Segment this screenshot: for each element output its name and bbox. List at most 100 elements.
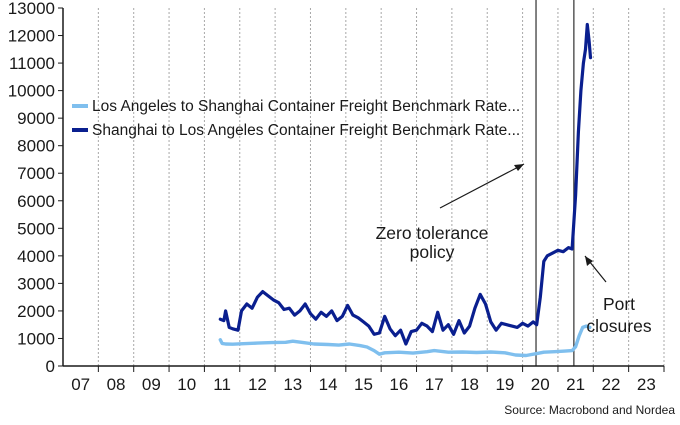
point-shanghai-to-la-58 — [516, 326, 518, 329]
series-line-shanghai-to-la — [218, 22, 593, 346]
point-shanghai-to-la-6 — [240, 310, 243, 312]
point-shanghai-to-la-8 — [251, 307, 253, 309]
x-tick-label-22: 22 — [602, 375, 621, 394]
point-shanghai-to-la-72 — [577, 131, 580, 133]
point-shanghai-to-la-56 — [506, 324, 508, 326]
point-shanghai-to-la-69 — [567, 246, 570, 249]
point-shanghai-to-la-50 — [474, 307, 476, 309]
point-shanghai-to-la-53 — [490, 321, 492, 323]
point-la-to-shanghai-22 — [433, 349, 435, 352]
point-shanghai-to-la-75 — [584, 48, 587, 50]
axes — [62, 8, 664, 367]
point-shanghai-to-la-30 — [368, 325, 370, 327]
point-shanghai-to-la-3 — [228, 326, 230, 329]
point-shanghai-to-la-60 — [527, 325, 529, 327]
x-tick-label-09: 09 — [142, 375, 161, 394]
point-shanghai-to-la-21 — [320, 311, 322, 313]
point-shanghai-to-la-71 — [575, 194, 577, 196]
y-tick-label-11000: 11000 — [9, 54, 55, 73]
point-la-to-shanghai-32 — [553, 351, 556, 353]
y-tick-label-2000: 2000 — [17, 302, 55, 321]
point-shanghai-to-la-47 — [458, 319, 460, 322]
x-tick-label-18: 18 — [460, 375, 479, 394]
point-shanghai-to-la-74 — [582, 62, 584, 64]
x-tick-labels: 07 08 09 10 11 12 13 14 15 16 17 18 19 20 21 22 23 — [71, 366, 665, 394]
x-tick-label-17: 17 — [425, 375, 444, 394]
point-shanghai-to-la-24 — [336, 319, 338, 322]
point-la-to-shanghai-15 — [366, 346, 368, 348]
x-tick-label-20: 20 — [531, 375, 550, 394]
y-tick-label-3000: 3000 — [17, 274, 55, 293]
point-shanghai-to-la-77 — [588, 40, 590, 42]
point-shanghai-to-la-38 — [410, 330, 412, 333]
source-note: Source: Macrobond and Nordea — [504, 403, 675, 417]
x-tick-label-14: 14 — [319, 375, 338, 394]
point-la-to-shanghai-27 — [504, 352, 506, 354]
point-shanghai-to-la-28 — [357, 317, 359, 319]
point-shanghai-to-la-7 — [246, 303, 248, 305]
point-shanghai-to-la-59 — [521, 322, 524, 324]
y-tick-label-10000: 10000 — [8, 82, 55, 101]
point-la-to-shanghai-8 — [292, 340, 294, 342]
point-la-to-shanghai-35 — [575, 346, 577, 348]
point-la-to-shanghai-39 — [589, 326, 591, 329]
y-tick-label-12000: 12000 — [8, 27, 55, 46]
x-tick-label-13: 13 — [283, 375, 302, 394]
point-shanghai-to-la-15 — [288, 307, 290, 309]
arrow-zero-tolerance — [439, 163, 525, 209]
point-shanghai-to-la-27 — [352, 314, 354, 316]
x-tick-label-19: 19 — [495, 375, 514, 394]
point-la-to-shanghai-5 — [256, 342, 259, 344]
point-la-to-shanghai-20 — [412, 352, 414, 354]
point-shanghai-to-la-62 — [536, 324, 538, 326]
legend: Los Angeles to Shanghai Container Freigh… — [72, 98, 520, 139]
point-shanghai-to-la-32 — [378, 332, 381, 334]
point-shanghai-to-la-76 — [586, 23, 588, 26]
point-shanghai-to-la-48 — [463, 332, 465, 334]
point-shanghai-to-la-44 — [442, 329, 444, 331]
point-shanghai-to-la-11 — [267, 295, 269, 297]
y-tick-label-6000: 6000 — [17, 192, 55, 211]
point-la-to-shanghai-31 — [543, 351, 545, 353]
point-la-to-shanghai-13 — [348, 343, 350, 345]
point-la-to-shanghai-10 — [313, 343, 315, 345]
point-shanghai-to-la-41 — [426, 325, 428, 327]
point-shanghai-to-la-78 — [589, 56, 592, 59]
point-la-to-shanghai-9 — [302, 341, 304, 344]
point-shanghai-to-la-46 — [453, 333, 455, 335]
point-la-to-shanghai-16 — [373, 349, 375, 352]
point-la-to-shanghai-38 — [585, 325, 587, 327]
point-shanghai-to-la-25 — [341, 315, 343, 318]
point-la-to-shanghai-19 — [398, 351, 400, 353]
point-la-to-shanghai-2 — [225, 343, 227, 345]
point-la-to-shanghai-4 — [242, 343, 244, 345]
point-shanghai-to-la-20 — [315, 318, 317, 320]
x-tick-label-21: 21 — [566, 375, 585, 394]
point-shanghai-to-la-65 — [546, 255, 548, 257]
x-tick-label-12: 12 — [248, 375, 267, 394]
point-la-to-shanghai-29 — [525, 354, 527, 357]
point-shanghai-to-la-67 — [557, 249, 559, 251]
point-shanghai-to-la-52 — [484, 303, 487, 305]
point-shanghai-to-la-2 — [225, 310, 227, 312]
y-tick-label-0: 0 — [46, 357, 55, 376]
point-shanghai-to-la-68 — [562, 251, 564, 253]
point-la-to-shanghai-36 — [578, 335, 580, 337]
point-shanghai-to-la-35 — [394, 335, 396, 337]
arrowhead-port-closures-icon — [585, 256, 593, 266]
y-tick-label-5000: 5000 — [17, 219, 55, 238]
point-shanghai-to-la-36 — [400, 329, 402, 331]
series-line-la-to-shanghai — [218, 324, 592, 358]
point-shanghai-to-la-70 — [571, 248, 573, 250]
point-la-to-shanghai-21 — [426, 351, 428, 353]
point-la-to-shanghai-7 — [285, 341, 287, 343]
y-tick-label-9000: 9000 — [17, 109, 55, 128]
point-shanghai-to-la-10 — [262, 291, 264, 293]
annotation-policy: policy — [410, 242, 455, 262]
point-shanghai-to-la-61 — [532, 321, 534, 323]
event-lines — [535, 0, 575, 366]
point-shanghai-to-la-33 — [384, 315, 386, 318]
annotation-port: Port — [603, 294, 635, 314]
point-la-to-shanghai-23 — [447, 351, 449, 353]
y-tick-label-8000: 8000 — [17, 137, 55, 156]
